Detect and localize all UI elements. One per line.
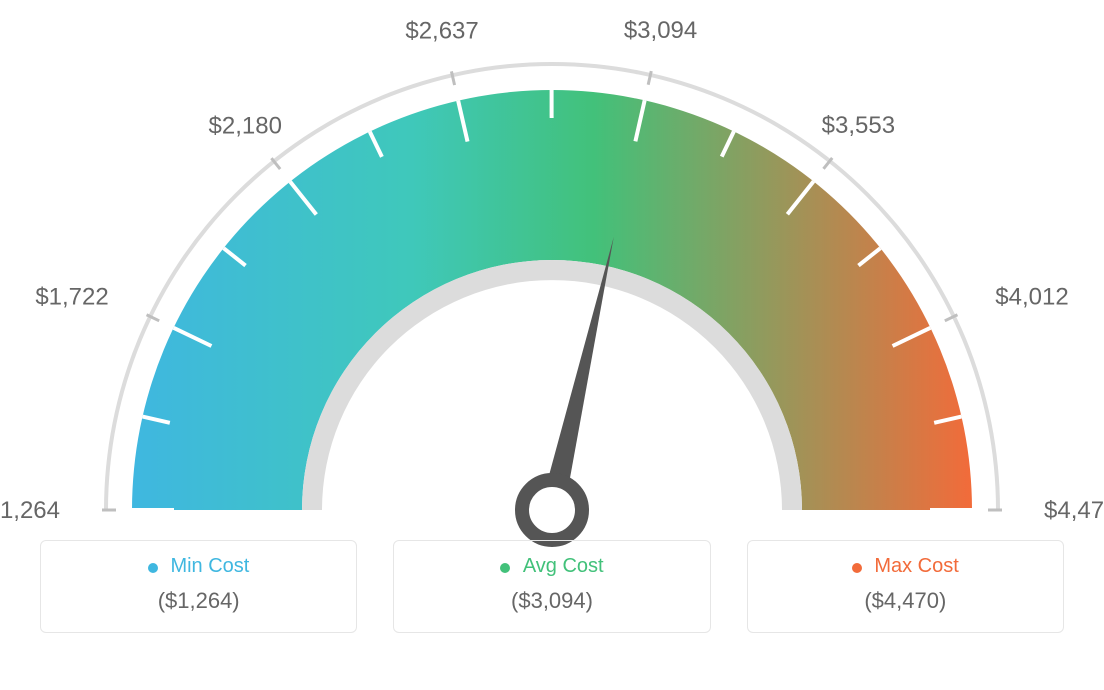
gauge-tick-label: $4,012 — [995, 284, 1068, 311]
gauge-center-ring — [522, 480, 582, 540]
gauge-color-arc — [132, 90, 972, 510]
legend-min-label: Min Cost — [148, 555, 249, 578]
gauge-tick-label: $1,722 — [35, 284, 108, 311]
gauge-tick-label: $4,470 — [1044, 497, 1104, 524]
gauge-tick-label: $3,094 — [624, 17, 697, 44]
legend-max-label-text: Max Cost — [874, 555, 958, 577]
legend-min-dot — [148, 563, 158, 573]
legend-min-card: Min Cost ($1,264) — [40, 540, 357, 633]
legend-avg-dot — [500, 563, 510, 573]
gauge-tick-label: $3,553 — [822, 112, 895, 139]
legend-avg-value: ($3,094) — [511, 588, 593, 614]
cost-gauge-chart: $1,264 $1,722 $2,180 $2,637 $3,094 $3,553 $4,0… — [0, 0, 1104, 540]
legend-min-label-text: Min Cost — [170, 555, 249, 577]
legend-max-card: Max Cost ($4,470) — [747, 540, 1064, 633]
gauge-tick-label: $1,264 — [0, 497, 60, 524]
gauge-tick-label: $2,180 — [209, 112, 282, 139]
legend-avg-card: Avg Cost ($3,094) — [393, 540, 710, 633]
legend-max-dot — [852, 563, 862, 573]
legend-min-value: ($1,264) — [158, 588, 240, 614]
gauge-tick-label: $2,637 — [405, 17, 478, 44]
legend-max-value: ($4,470) — [864, 588, 946, 614]
legend-row: Min Cost ($1,264) Avg Cost ($3,094) Max … — [0, 540, 1104, 633]
gauge-svg: $1,264 $1,722 $2,180 $2,637 $3,094 $3,553 $4,0… — [0, 10, 1104, 550]
legend-avg-label-text: Avg Cost — [523, 555, 604, 577]
legend-max-label: Max Cost — [852, 555, 959, 578]
legend-avg-label: Avg Cost — [500, 555, 603, 578]
